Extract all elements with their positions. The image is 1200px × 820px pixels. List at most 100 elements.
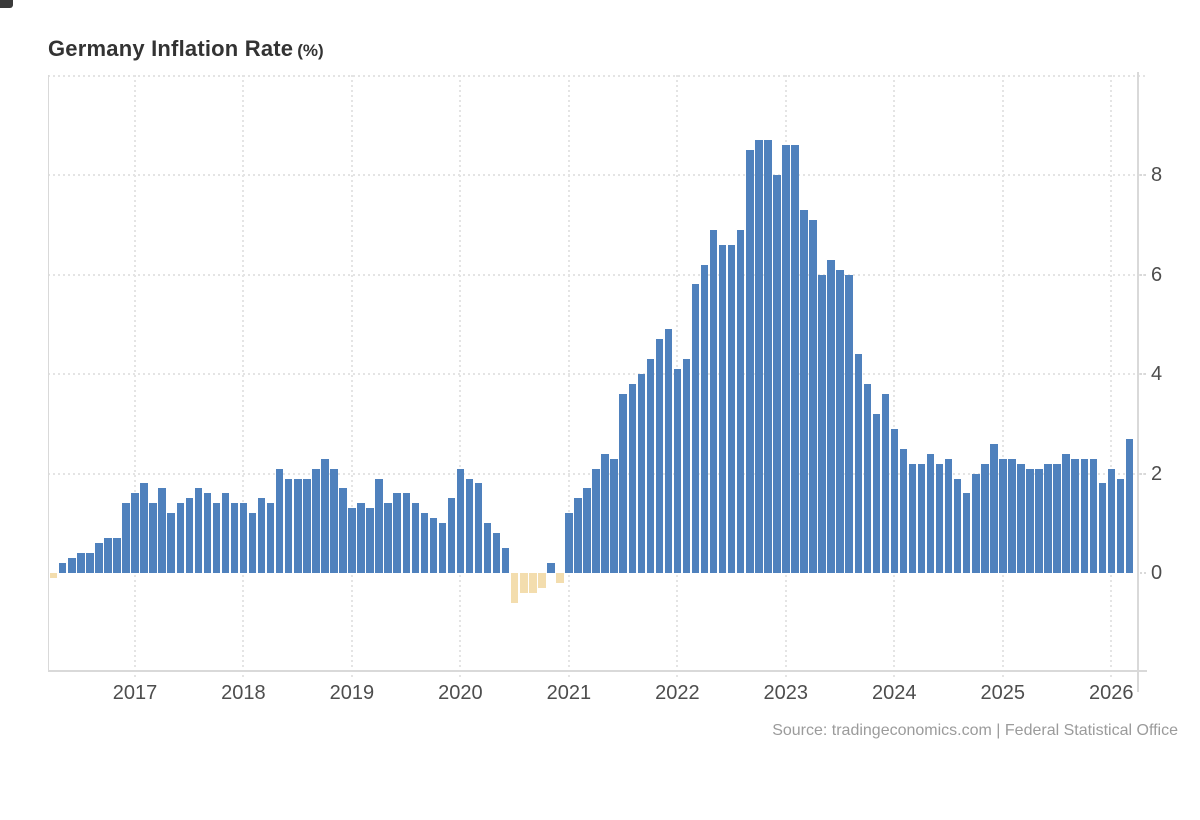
bar-2025-07[interactable] xyxy=(1053,463,1061,574)
bar-2020-04[interactable] xyxy=(483,523,492,574)
bar-2021-02[interactable] xyxy=(574,498,582,573)
bar-2020-05[interactable] xyxy=(492,533,501,573)
bar-2020-06[interactable] xyxy=(501,548,510,573)
bar-2023-03[interactable] xyxy=(800,209,808,573)
bar-2025-09[interactable] xyxy=(1071,458,1079,573)
bar-2025-03[interactable] xyxy=(1017,463,1025,574)
bar-2022-03[interactable] xyxy=(691,284,700,573)
bar-2017-03[interactable] xyxy=(149,503,157,573)
bar-2020-08[interactable] xyxy=(520,573,528,593)
bar-2016-11[interactable] xyxy=(113,538,121,573)
bar-2023-05[interactable] xyxy=(818,274,826,573)
bar-2023-11[interactable] xyxy=(872,413,880,573)
bar-2016-10[interactable] xyxy=(104,538,112,573)
bar-2017-01[interactable] xyxy=(131,493,139,573)
bar-2022-06[interactable] xyxy=(718,244,727,573)
bar-2024-10[interactable] xyxy=(972,473,980,573)
bar-2024-01[interactable] xyxy=(890,428,899,573)
bar-2016-05[interactable] xyxy=(58,563,67,573)
bar-2025-04[interactable] xyxy=(1026,468,1034,573)
bar-2024-07[interactable] xyxy=(944,458,953,573)
bar-2024-12[interactable] xyxy=(990,443,998,573)
bar-2024-04[interactable] xyxy=(917,463,926,574)
bar-2021-05[interactable] xyxy=(601,453,609,573)
bar-2021-10[interactable] xyxy=(646,359,654,573)
bar-2023-10[interactable] xyxy=(863,384,871,573)
bar-2019-07[interactable] xyxy=(402,493,410,573)
bar-2024-09[interactable] xyxy=(962,493,971,573)
bar-2019-12[interactable] xyxy=(447,498,456,573)
bar-2018-07[interactable] xyxy=(294,478,302,573)
bar-2020-02[interactable] xyxy=(465,478,474,573)
bar-2021-07[interactable] xyxy=(619,393,627,573)
bar-2017-10[interactable] xyxy=(212,503,221,573)
bar-2024-06[interactable] xyxy=(935,463,944,574)
bar-2019-01[interactable] xyxy=(348,508,356,573)
bar-2020-12[interactable] xyxy=(556,573,564,583)
bar-2022-07[interactable] xyxy=(727,244,736,573)
bar-2017-08[interactable] xyxy=(194,488,202,573)
bar-2023-08[interactable] xyxy=(845,274,853,573)
bar-2018-10[interactable] xyxy=(321,458,329,573)
bar-2018-05[interactable] xyxy=(275,468,284,573)
bar-2019-08[interactable] xyxy=(411,503,419,573)
bar-2020-01[interactable] xyxy=(456,468,465,573)
bar-2022-02[interactable] xyxy=(682,359,691,573)
bar-2017-09[interactable] xyxy=(203,493,212,573)
bar-2019-03[interactable] xyxy=(366,508,374,573)
bar-2019-09[interactable] xyxy=(420,513,428,573)
bar-2026-02[interactable] xyxy=(1116,478,1125,573)
bar-2022-04[interactable] xyxy=(700,264,709,573)
bar-2025-05[interactable] xyxy=(1035,468,1043,573)
bar-2021-12[interactable] xyxy=(664,329,673,573)
bar-2019-06[interactable] xyxy=(393,493,401,573)
bar-2017-12[interactable] xyxy=(230,503,239,573)
bar-2022-12[interactable] xyxy=(773,175,781,573)
bar-2018-02[interactable] xyxy=(248,513,257,573)
bar-2025-12[interactable] xyxy=(1098,483,1106,573)
bar-2022-08[interactable] xyxy=(736,229,745,573)
bar-2020-03[interactable] xyxy=(474,483,483,573)
bar-2023-01[interactable] xyxy=(782,145,790,573)
bar-2021-01[interactable] xyxy=(565,513,573,573)
bar-2017-06[interactable] xyxy=(176,503,184,573)
bar-2025-06[interactable] xyxy=(1044,463,1052,574)
bar-2018-12[interactable] xyxy=(339,488,347,573)
bar-2016-08[interactable] xyxy=(86,553,94,573)
bar-2018-01[interactable] xyxy=(239,503,248,573)
bar-2023-02[interactable] xyxy=(791,145,799,573)
bar-2022-09[interactable] xyxy=(746,150,754,573)
bar-2018-09[interactable] xyxy=(312,468,320,573)
bar-2024-03[interactable] xyxy=(908,463,917,574)
bar-2021-09[interactable] xyxy=(637,374,645,573)
bar-2023-09[interactable] xyxy=(854,354,862,573)
bar-2024-08[interactable] xyxy=(953,478,962,573)
bar-2020-11[interactable] xyxy=(547,563,555,573)
bar-2018-08[interactable] xyxy=(303,478,311,573)
bar-2021-04[interactable] xyxy=(592,468,600,573)
bar-2016-09[interactable] xyxy=(95,543,103,573)
bar-2025-08[interactable] xyxy=(1062,453,1070,573)
bar-2022-10[interactable] xyxy=(755,140,763,573)
bar-2023-12[interactable] xyxy=(881,393,890,573)
bar-2016-12[interactable] xyxy=(122,503,130,573)
bar-2020-10[interactable] xyxy=(538,573,546,588)
bar-2019-11[interactable] xyxy=(438,523,447,574)
bar-2019-05[interactable] xyxy=(384,503,392,573)
bar-2024-05[interactable] xyxy=(926,453,935,573)
bar-2017-04[interactable] xyxy=(158,488,166,573)
bar-2017-07[interactable] xyxy=(185,498,193,573)
bar-2016-06[interactable] xyxy=(68,558,76,573)
bar-2022-05[interactable] xyxy=(709,229,718,573)
bar-2021-03[interactable] xyxy=(583,488,591,573)
bar-2016-07[interactable] xyxy=(77,553,85,573)
bar-2017-02[interactable] xyxy=(140,483,148,573)
bar-2019-04[interactable] xyxy=(375,478,383,573)
bar-2023-06[interactable] xyxy=(827,259,835,573)
bar-2018-03[interactable] xyxy=(257,498,266,573)
bar-2026-01[interactable] xyxy=(1107,468,1116,573)
bar-2019-02[interactable] xyxy=(357,503,365,573)
bar-2017-11[interactable] xyxy=(221,493,230,573)
bar-2021-11[interactable] xyxy=(655,339,664,573)
bar-2017-05[interactable] xyxy=(167,513,175,573)
